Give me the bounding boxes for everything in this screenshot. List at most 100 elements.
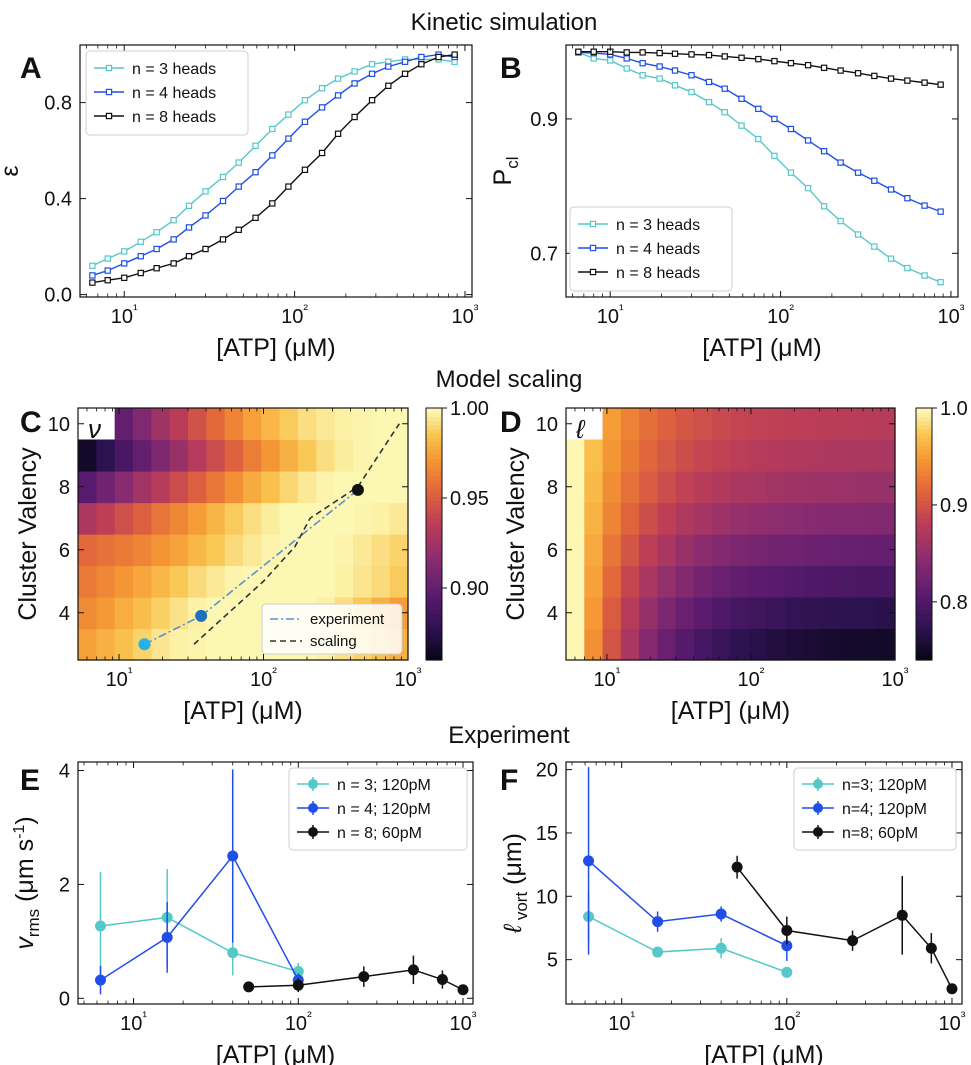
heatmap-cell <box>334 534 354 567</box>
series-marker <box>121 274 128 282</box>
colorbar-step <box>916 576 932 581</box>
colorbar-tick-label: 0.9 <box>940 495 968 517</box>
series-marker <box>418 60 425 68</box>
heatmap-cell <box>389 471 409 504</box>
heatmap-cell <box>114 534 134 567</box>
legend-box <box>288 767 468 851</box>
series-marker <box>301 118 309 125</box>
heatmap-cell <box>858 565 878 598</box>
series-marker <box>937 208 944 215</box>
data-point <box>161 931 173 943</box>
series-marker <box>771 115 778 123</box>
series-marker <box>671 82 679 89</box>
data-point <box>781 925 793 937</box>
heatmap-cell <box>602 408 622 441</box>
series-marker <box>854 231 862 238</box>
heatmap-cell <box>188 628 207 661</box>
x-tick-exponent: ³ <box>960 301 965 317</box>
heatmap-cell <box>224 597 244 630</box>
heatmap-cell <box>316 534 336 567</box>
heatmap-cell <box>133 534 152 567</box>
colorbar-step <box>426 424 442 430</box>
colorbar-step <box>916 559 932 564</box>
colorbar-step <box>916 643 932 648</box>
colorbar-step <box>426 504 442 510</box>
heatmap-cell <box>151 439 171 472</box>
heatmap-cell <box>602 502 622 535</box>
overlay-point <box>138 638 151 651</box>
legend-box <box>793 767 957 851</box>
legend-marker <box>589 244 597 252</box>
colorbar-step <box>426 550 442 556</box>
series-line <box>248 969 464 991</box>
data-point <box>227 850 239 862</box>
colorbar-step <box>916 441 932 447</box>
legend-label: n = 4 heads <box>616 241 700 258</box>
heatmap-cell <box>96 597 116 630</box>
series-marker <box>318 104 326 111</box>
colorbar-step <box>426 529 442 535</box>
heatmap-cell <box>821 597 841 630</box>
series-marker <box>820 203 828 210</box>
colorbar-tick-label: 0.95 <box>450 488 489 510</box>
colorbar-step <box>426 408 442 413</box>
heatmap-cell <box>803 408 823 441</box>
heatmap-cell <box>767 628 786 661</box>
heatmap-cell <box>767 597 786 630</box>
series-marker <box>89 272 96 279</box>
series-marker <box>887 186 895 193</box>
panel-letter-d: D <box>500 406 522 439</box>
heatmap-cell <box>78 439 97 472</box>
series-marker <box>575 48 582 55</box>
heatmap-cell <box>748 628 768 661</box>
colorbar-step <box>916 618 932 623</box>
colorbar-step <box>916 517 932 522</box>
series-marker <box>104 255 111 262</box>
heatmap-cell <box>858 439 878 472</box>
series-marker <box>121 260 128 267</box>
series-marker <box>705 98 713 106</box>
series-marker <box>252 214 259 221</box>
colorbar-step <box>426 563 442 569</box>
heatmap-cell <box>657 597 677 630</box>
heatmap-cell <box>188 439 207 472</box>
section-title-kinetic: Kinetic simulation <box>411 9 598 36</box>
legend-label: n=4; 120pM <box>842 801 927 818</box>
heatmap-cell <box>243 502 262 535</box>
series-marker <box>351 113 358 121</box>
colorbar-step <box>426 571 442 577</box>
legend-label: n = 3; 120pM <box>337 777 431 794</box>
legend-marker <box>813 779 823 789</box>
colorbar-step <box>916 492 932 497</box>
heatmap-cell <box>371 471 391 504</box>
heatmap-cell <box>353 502 372 535</box>
heatmap-cell <box>785 628 805 661</box>
series-marker <box>705 51 713 59</box>
series-marker <box>318 84 326 92</box>
heatmap-cell <box>602 565 622 598</box>
data-point <box>292 979 304 991</box>
heatmap-cell <box>639 534 658 567</box>
heatmap-cell <box>748 408 768 441</box>
heatmap-cell <box>803 628 823 661</box>
heatmap-cell <box>858 408 878 441</box>
colorbar-step <box>426 546 442 552</box>
colorbar-frame <box>425 407 443 661</box>
heatmap-cell <box>169 565 189 598</box>
colorbar-step <box>426 609 442 615</box>
colorbar-step <box>916 504 932 510</box>
heatmap-cell <box>639 502 658 535</box>
series-marker <box>738 95 745 102</box>
y-axis-label: Cluster Valency <box>502 447 530 621</box>
series-marker <box>937 81 944 88</box>
colorbar-step <box>426 487 442 493</box>
data-point <box>946 983 958 995</box>
y-tick-label: 6 <box>59 540 70 562</box>
heatmap-cell <box>785 565 805 598</box>
colorbar-step <box>426 580 442 585</box>
colorbar-step <box>426 651 442 657</box>
heatmap-cell <box>78 471 97 504</box>
series-marker <box>787 125 795 133</box>
heatmap-cell <box>602 439 622 472</box>
colorbar-step <box>426 437 442 443</box>
